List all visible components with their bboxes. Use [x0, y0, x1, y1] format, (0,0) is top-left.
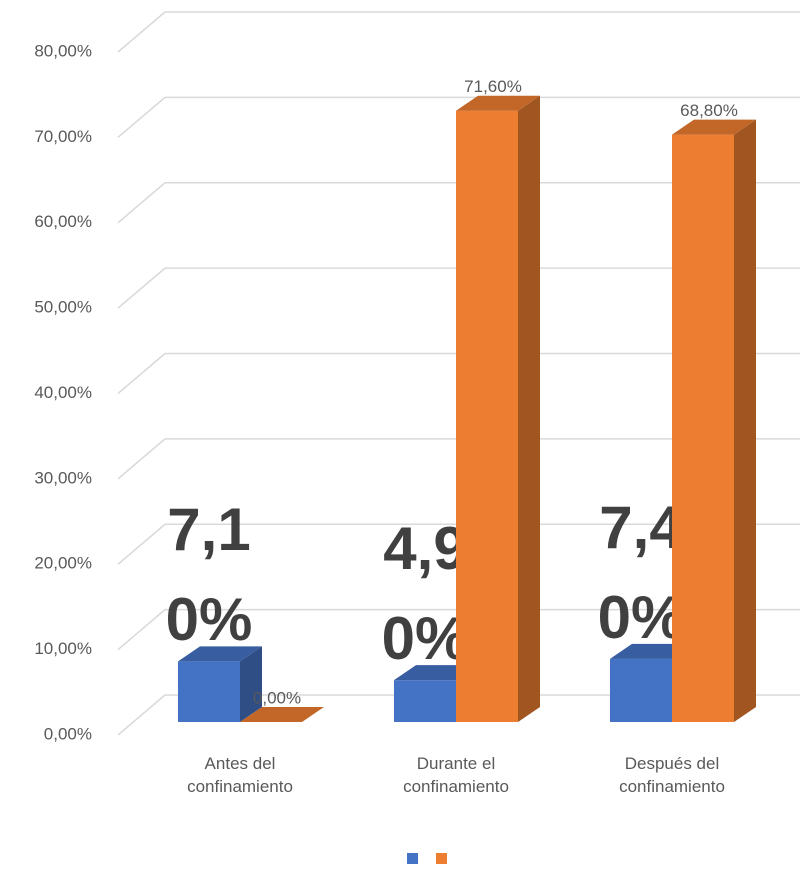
- y-tick-label: 10,00%: [34, 639, 92, 658]
- bar-front: [456, 110, 518, 723]
- legend-swatch: [436, 853, 447, 864]
- bar-top: [672, 119, 756, 135]
- x-tick-label: Antes del confinamiento: [187, 754, 293, 796]
- bar-front: [178, 661, 240, 722]
- data-label: 68,80%: [680, 101, 738, 120]
- x-tick-label-box: Antes del confinamiento: [187, 754, 293, 796]
- data-label: 7,10%: [165, 496, 253, 654]
- data-label-box: 4,90%: [381, 515, 469, 673]
- bar-top: [178, 646, 262, 662]
- bar: [456, 95, 540, 723]
- data-label: 0,00%: [253, 688, 301, 707]
- y-tick-label: 80,00%: [34, 41, 92, 60]
- data-label-box: 7,10%: [165, 496, 253, 654]
- y-tick-label: 60,00%: [34, 212, 92, 231]
- bar-side: [518, 95, 540, 723]
- data-label-box: 7,40%: [597, 493, 685, 651]
- bar: [240, 707, 324, 722]
- bar-front: [394, 680, 456, 722]
- grid-line: [117, 182, 166, 224]
- bar: [672, 119, 756, 723]
- y-tick-label: 20,00%: [34, 554, 92, 573]
- legend-swatch: [407, 853, 418, 864]
- bar-front: [610, 658, 672, 722]
- data-label: 4,90%: [381, 515, 469, 673]
- grid-line: [117, 438, 166, 480]
- bar-top: [456, 95, 540, 111]
- x-tick-label: Durante el confinamiento: [403, 754, 509, 796]
- grid-line: [117, 523, 166, 565]
- grid-line: [117, 267, 166, 309]
- grid-line: [117, 352, 166, 395]
- bar: [178, 646, 262, 722]
- data-label: 7,40%: [597, 493, 685, 651]
- bar-front: [672, 134, 734, 722]
- bar-top: [240, 707, 324, 722]
- x-tick-label-box: Después del confinamiento: [619, 754, 725, 796]
- data-label: 71,60%: [464, 77, 522, 96]
- y-tick-label: 50,00%: [34, 298, 92, 317]
- x-tick-label-box: Durante el confinamiento: [403, 754, 509, 796]
- grid-line: [117, 11, 166, 53]
- y-tick-label: 0,00%: [44, 724, 92, 743]
- bar-side: [734, 119, 756, 723]
- grid-line: [117, 96, 166, 138]
- grid-line: [117, 609, 166, 651]
- grid-line: [117, 694, 166, 736]
- y-tick-label: 70,00%: [34, 127, 92, 146]
- bar-side: [240, 646, 262, 722]
- x-tick-label: Después del confinamiento: [619, 754, 725, 796]
- y-tick-label: 30,00%: [34, 468, 92, 487]
- y-tick-label: 40,00%: [34, 383, 92, 402]
